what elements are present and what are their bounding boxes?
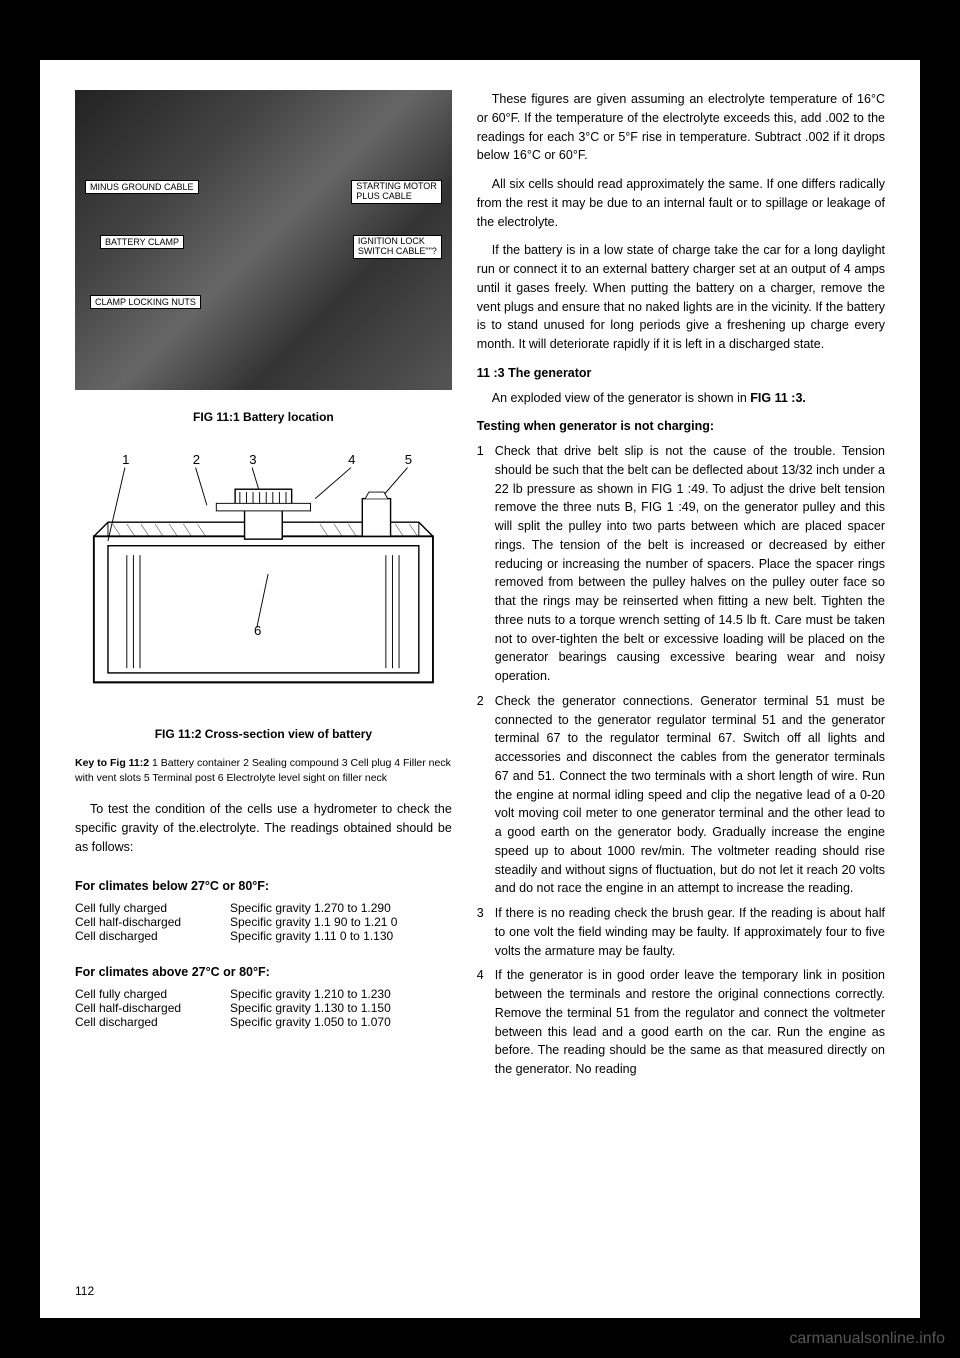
climates-below-table: Cell fully charged Specific gravity 1.27… [75, 901, 452, 943]
diagram-num-2: 2 [193, 452, 200, 467]
step-1: 1 Check that drive belt slip is not the … [477, 442, 885, 686]
spec-label: Cell half-discharged [75, 915, 230, 929]
battery-diagram: 1 2 3 4 5 6 [75, 439, 452, 709]
spec-row: Cell half-discharged Specific gravity 1.… [75, 1001, 452, 1015]
diagram-num-1: 1 [122, 452, 129, 467]
diagram-num-5: 5 [405, 452, 412, 467]
spec-value: Specific gravity 1.1 90 to 1.21 0 [230, 915, 452, 929]
spec-value: Specific gravity 1.130 to 1.150 [230, 1001, 452, 1015]
step-4: 4 If the generator is in good order leav… [477, 966, 885, 1079]
step-2: 2 Check the generator connections. Gener… [477, 692, 885, 898]
step-text: If there is no reading check the brush g… [495, 904, 885, 960]
spec-value: Specific gravity 1.050 to 1.070 [230, 1015, 452, 1029]
para-charging: If the battery is in a low state of char… [477, 241, 885, 354]
label-minus-ground: MINUS GROUND CABLE [85, 180, 199, 194]
climates-above-heading: For climates above 27°C or 80°F: [75, 965, 452, 979]
step-text: If the generator is in good order leave … [495, 966, 885, 1079]
spec-row: Cell discharged Specific gravity 1.11 0 … [75, 929, 452, 943]
spec-row: Cell half-discharged Specific gravity 1.… [75, 915, 452, 929]
section-11-3-heading: 11 :3 The generator [477, 364, 885, 383]
testing-heading: Testing when generator is not charging: [477, 417, 885, 436]
step-text: Check the generator connections. Generat… [495, 692, 885, 898]
spec-value: Specific gravity 1.11 0 to 1.130 [230, 929, 452, 943]
spec-label: Cell half-discharged [75, 1001, 230, 1015]
spec-value: Specific gravity 1.270 to 1.290 [230, 901, 452, 915]
para-temperature: These figures are given assuming an elec… [477, 90, 885, 165]
label-starting-motor: STARTING MOTOR PLUS CABLE [351, 180, 442, 204]
step-number: 3 [477, 904, 495, 960]
spec-row: Cell discharged Specific gravity 1.050 t… [75, 1015, 452, 1029]
climates-above-table: Cell fully charged Specific gravity 1.21… [75, 987, 452, 1029]
step-number: 2 [477, 692, 495, 898]
spec-label: Cell discharged [75, 929, 230, 943]
figure-key: Key to Fig 11:2 1 Battery container 2 Se… [75, 756, 452, 785]
diagram-num-4: 4 [348, 452, 355, 467]
step-text: Check that drive belt slip is not the ca… [495, 442, 885, 686]
spec-row: Cell fully charged Specific gravity 1.27… [75, 901, 452, 915]
hydrometer-intro: To test the condition of the cells use a… [75, 800, 452, 856]
spec-label: Cell fully charged [75, 901, 230, 915]
label-battery-clamp: BATTERY CLAMP [100, 235, 184, 249]
spec-value: Specific gravity 1.210 to 1.230 [230, 987, 452, 1001]
diagram-num-3: 3 [249, 452, 256, 467]
label-clamp-nuts: CLAMP LOCKING NUTS [90, 295, 201, 309]
manual-page: MINUS GROUND CABLE STARTING MOTOR PLUS C… [40, 60, 920, 1318]
spec-label: Cell fully charged [75, 987, 230, 1001]
para-cells: All six cells should read approximately … [477, 175, 885, 231]
page-number: 112 [75, 1269, 885, 1298]
step-3: 3 If there is no reading check the brush… [477, 904, 885, 960]
step-number: 1 [477, 442, 495, 686]
left-column: MINUS GROUND CABLE STARTING MOTOR PLUS C… [75, 90, 452, 1269]
spec-label: Cell discharged [75, 1015, 230, 1029]
content-columns: MINUS GROUND CABLE STARTING MOTOR PLUS C… [75, 90, 885, 1269]
fig-11-2-caption: FIG 11:2 Cross-section view of battery [75, 727, 452, 741]
label-ignition-lock: IGNITION LOCK SWITCH CABLE""? [353, 235, 442, 259]
key-title: Key to Fig 11:2 [75, 757, 149, 769]
fig-ref: FIG 11 :3. [750, 391, 806, 405]
spec-row: Cell fully charged Specific gravity 1.21… [75, 987, 452, 1001]
para-prefix: An exploded view of the generator is sho… [492, 391, 751, 405]
step-number: 4 [477, 966, 495, 1079]
watermark: carmanualsonline.info [789, 1330, 945, 1348]
para-exploded-view: An exploded view of the generator is sho… [477, 389, 885, 408]
right-column: These figures are given assuming an elec… [477, 90, 885, 1269]
fig-11-1-caption: FIG 11:1 Battery location [75, 410, 452, 424]
climates-below-heading: For climates below 27°C or 80°F: [75, 879, 452, 893]
battery-photo: MINUS GROUND CABLE STARTING MOTOR PLUS C… [75, 90, 452, 390]
